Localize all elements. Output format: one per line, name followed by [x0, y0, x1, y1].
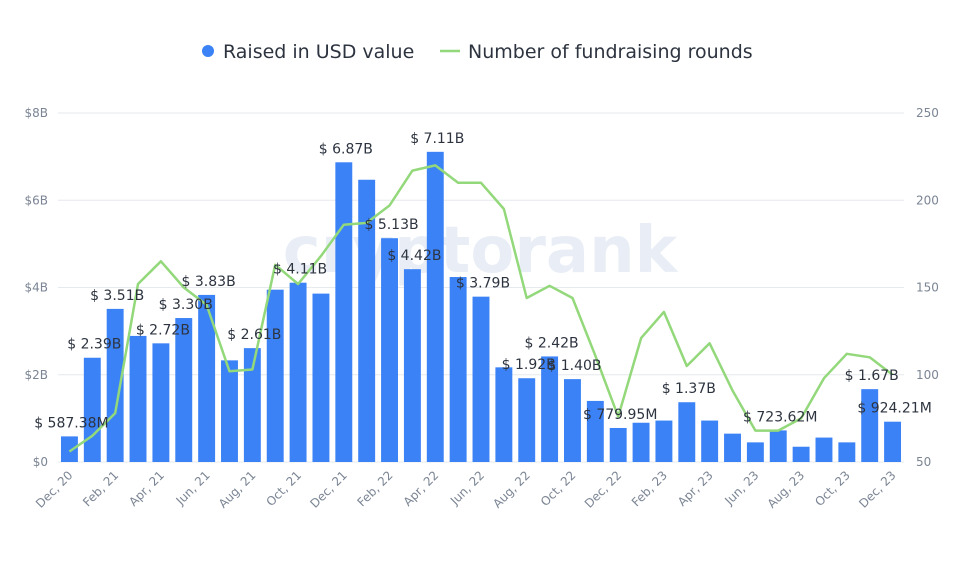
- bar: [884, 421, 902, 462]
- data-label: $ 1.67B: [845, 368, 899, 384]
- bar: [243, 348, 261, 462]
- bar: [563, 379, 581, 462]
- right-tick-label: 200: [916, 193, 939, 207]
- data-label: $ 2.39B: [67, 337, 121, 353]
- bar: [541, 356, 559, 462]
- data-label: $ 587.38M: [34, 415, 108, 431]
- x-tick-label: Aug, 23: [765, 468, 808, 511]
- data-label: $ 2.72B: [136, 322, 190, 338]
- data-label: $ 723.62M: [743, 409, 817, 425]
- bar: [152, 343, 170, 462]
- data-label: $ 4.11B: [273, 262, 327, 278]
- bar: [426, 151, 444, 463]
- x-tick-label: Dec, 21: [307, 468, 350, 511]
- data-label: $ 1.37B: [662, 381, 716, 397]
- line-series: [68, 164, 894, 453]
- bar: [861, 389, 879, 462]
- legend-bars-label: Raised in USD value: [223, 41, 414, 63]
- x-tick-label: Apr, 22: [401, 468, 442, 509]
- data-label: $ 3.83B: [182, 274, 236, 290]
- left-tick-label: $4B: [24, 281, 48, 295]
- bar: [495, 367, 513, 462]
- right-tick-label: 100: [916, 368, 939, 382]
- left-tick-label: $2B: [24, 368, 48, 382]
- bar: [358, 179, 376, 462]
- bar: [678, 402, 696, 462]
- data-label: $ 7.11B: [410, 131, 464, 147]
- data-label: $ 3.79B: [456, 276, 510, 292]
- bar: [632, 422, 650, 462]
- x-tick-label: Oct, 21: [263, 468, 304, 509]
- bar: [83, 357, 101, 462]
- x-tick-label: Jun, 23: [721, 468, 761, 508]
- bar: [518, 378, 536, 462]
- left-tick-label: $0: [33, 455, 48, 469]
- bar: [838, 442, 856, 462]
- data-label: $ 4.42B: [387, 248, 441, 264]
- bar: [266, 289, 284, 462]
- right-axis: 50 100 150 200 250: [916, 106, 939, 469]
- right-tick-label: 250: [916, 106, 939, 120]
- data-label: $ 5.13B: [364, 217, 418, 233]
- bar: [198, 294, 216, 462]
- bar: [60, 436, 78, 462]
- bar: [289, 282, 307, 462]
- bar: [335, 162, 353, 462]
- data-label: $ 779.95M: [583, 407, 657, 423]
- bar: [655, 420, 673, 462]
- rounds-line: [68, 164, 894, 453]
- x-tick-label: Aug, 21: [216, 468, 259, 511]
- bar: [746, 442, 764, 462]
- bar: [815, 437, 833, 462]
- bar: [175, 318, 193, 462]
- left-axis: $0 $2B $4B $6B $8B: [24, 106, 48, 469]
- right-tick-label: 50: [916, 455, 931, 469]
- legend-line-label: Number of fundraising rounds: [468, 41, 753, 63]
- bar: [609, 427, 627, 462]
- x-tick-label: Dec, 20: [33, 468, 76, 511]
- legend: Raised in USD value Number of fundraisin…: [202, 41, 753, 63]
- bar: [106, 308, 124, 462]
- bar-series: [60, 151, 902, 463]
- data-label: $ 3.30B: [159, 297, 213, 313]
- x-tick-label: Aug, 22: [490, 468, 533, 511]
- x-tick-label: Dec, 22: [582, 468, 625, 511]
- data-label: $ 1.92B: [502, 357, 556, 373]
- data-label: $ 2.42B: [525, 335, 579, 351]
- bar: [586, 400, 604, 462]
- bar: [221, 360, 238, 462]
- bar: [724, 433, 741, 462]
- bar: [769, 430, 787, 462]
- data-label: $ 6.87B: [319, 141, 373, 157]
- right-tick-label: 150: [916, 281, 939, 295]
- data-label: $ 1.40B: [547, 358, 601, 374]
- x-tick-label: Feb, 22: [355, 468, 396, 509]
- x-tick-label: Oct, 23: [812, 468, 853, 509]
- bar: [381, 238, 399, 462]
- x-tick-label: Feb, 21: [80, 468, 121, 509]
- data-label: $ 3.51B: [90, 288, 144, 304]
- bar: [792, 446, 810, 462]
- left-tick-label: $8B: [24, 106, 48, 120]
- data-labels: $ 587.38M $ 2.39B $ 3.51B $ 2.72B $ 3.30B $ 3…: [34, 131, 932, 432]
- data-label: $ 924.21M: [857, 401, 931, 417]
- x-tick-label: Apr, 21: [126, 468, 167, 509]
- x-axis: Dec, 20 Feb, 21 Apr, 21 Jun, 21 Aug, 21 Oct, …: [33, 468, 899, 511]
- x-tick-label: Apr, 23: [675, 468, 716, 509]
- x-tick-label: Oct, 22: [538, 468, 579, 509]
- left-tick-label: $6B: [24, 193, 48, 207]
- x-tick-label: Dec, 23: [856, 468, 899, 511]
- legend-bars-marker: [202, 45, 214, 57]
- data-label: $ 2.61B: [227, 327, 281, 343]
- x-tick-label: Jun, 21: [173, 468, 213, 508]
- bar: [129, 335, 147, 462]
- bar: [449, 277, 467, 462]
- x-tick-label: Jun, 22: [447, 468, 487, 508]
- bar: [472, 296, 490, 462]
- bar: [312, 293, 330, 462]
- x-tick-label: Feb, 23: [629, 468, 670, 509]
- bar: [701, 420, 719, 462]
- bar: [403, 269, 421, 462]
